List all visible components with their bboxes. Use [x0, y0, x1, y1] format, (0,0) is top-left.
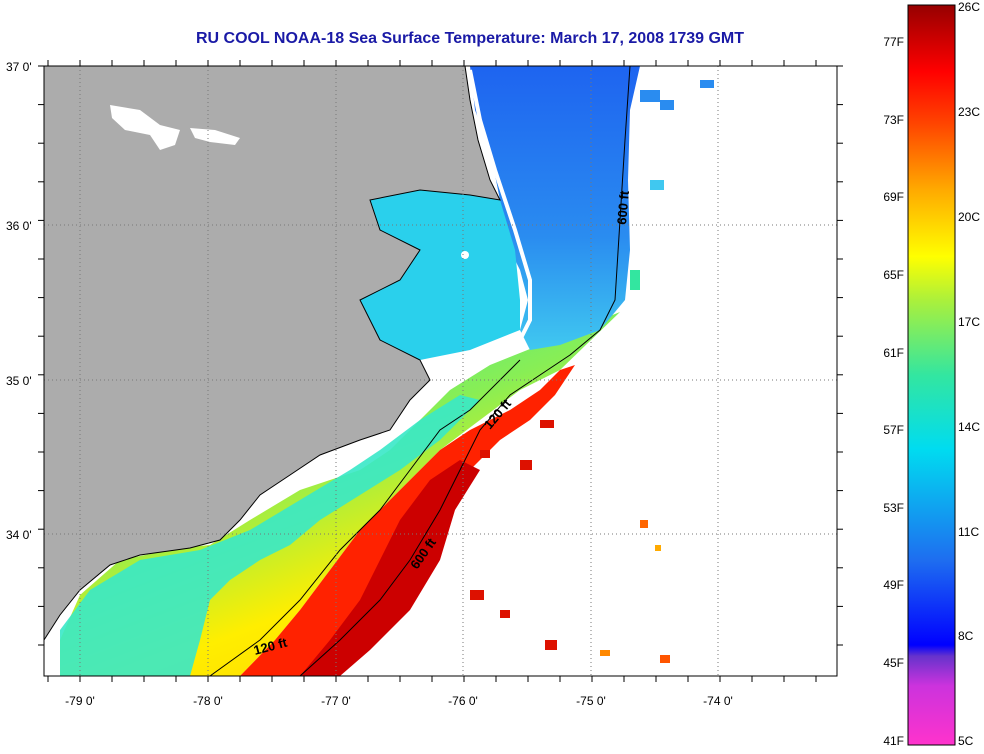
cb-f-41: 41F — [883, 734, 904, 748]
map-border — [43, 65, 838, 677]
cb-f-45: 45F — [883, 656, 904, 670]
coastal-band — [60, 395, 480, 676]
cb-c-20: 20C — [958, 210, 980, 224]
inland-lakes — [110, 105, 469, 259]
land — [44, 66, 501, 641]
tick-marks — [38, 60, 843, 682]
gulf-stream-core — [300, 460, 480, 676]
cb-f-61: 61F — [883, 346, 904, 360]
lon-label-75: -75 0' — [576, 694, 606, 708]
lon-label-77: -77 0' — [321, 694, 351, 708]
lon-label-76: -76 0' — [448, 694, 478, 708]
isobath-label-600-north: 600 ft — [614, 189, 632, 225]
cb-c-17: 17C — [958, 315, 980, 329]
lat-label-36: 36 0' — [6, 219, 32, 233]
cb-f-57: 57F — [883, 423, 904, 437]
colorbar — [907, 4, 956, 746]
cb-c-23: 23C — [958, 105, 980, 119]
cb-c-14: 14C — [958, 420, 980, 434]
northern-cold-water — [470, 66, 640, 350]
cb-f-65: 65F — [883, 268, 904, 282]
colorbar-celsius-labels: 26C 23C 20C 17C 14C 11C 8C 5C — [958, 0, 980, 748]
isobath-lines — [209, 65, 631, 677]
map-title: RU COOL NOAA-18 Sea Surface Temperature:… — [195, 30, 745, 47]
cb-f-49: 49F — [883, 578, 904, 592]
outer-banks — [468, 69, 532, 341]
cb-f-53: 53F — [883, 501, 904, 515]
offshore-blue-fringe — [630, 80, 714, 290]
lon-label-78: -78 0' — [193, 694, 223, 708]
cb-c-8: 8C — [958, 629, 974, 643]
pamlico-sound — [360, 190, 520, 360]
lon-label-74: -74 0' — [703, 694, 733, 708]
cb-c-26: 26C — [958, 0, 980, 14]
latitude-labels: 37 0' 36 0' 35 0' 34 0' — [6, 60, 32, 542]
cb-c-11: 11C — [958, 525, 979, 539]
cb-f-69: 69F — [883, 190, 904, 204]
cb-f-73: 73F — [883, 113, 904, 127]
lat-label-34: 34 0' — [6, 528, 32, 542]
cb-c-5: 5C — [958, 734, 974, 748]
lon-label-79: -79 0' — [65, 694, 95, 708]
cb-f-77: 77F — [883, 35, 904, 49]
lat-label-35: 35 0' — [6, 374, 32, 388]
grid-lines — [44, 66, 837, 676]
colorbar-fahrenheit-labels: 77F 73F 69F 65F 61F 57F 53F 49F 45F 41F — [883, 35, 904, 748]
lat-label-37: 37 0' — [6, 60, 32, 74]
longitude-labels: -79 0' -78 0' -77 0' -76 0' -75 0' -74 0… — [65, 694, 733, 708]
offshore-patches — [470, 420, 670, 663]
